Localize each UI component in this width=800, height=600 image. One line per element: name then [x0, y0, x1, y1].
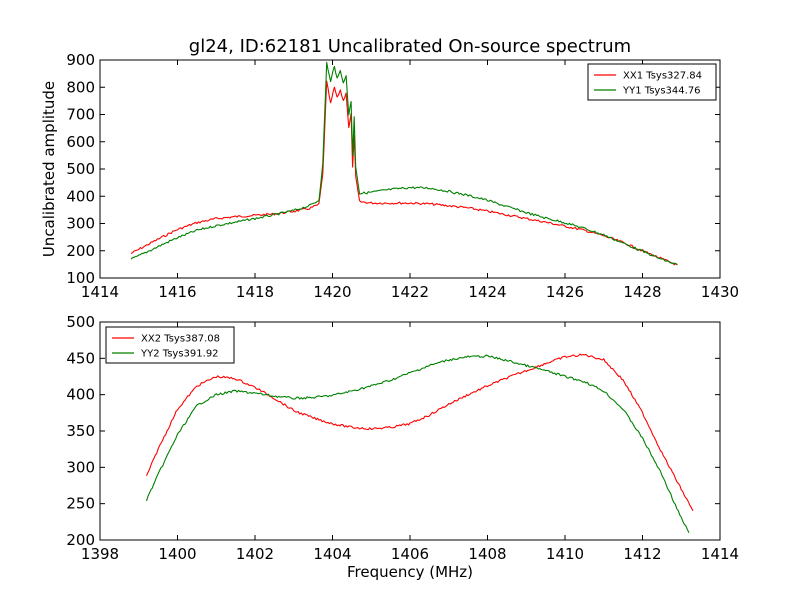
x-tick-label: 1410	[546, 545, 584, 563]
legend-box	[105, 326, 235, 364]
x-tick-label: 1414	[701, 545, 739, 563]
x-tick-label: 1422	[391, 283, 429, 301]
x-axis-label: Frequency (MHz)	[347, 563, 473, 581]
x-tick-label: 1400	[158, 545, 196, 563]
y-tick-label: 800	[66, 78, 95, 96]
y-tick-label: 200	[66, 242, 95, 260]
x-tick-label: 1426	[546, 283, 584, 301]
x-tick-label: 1404	[313, 545, 351, 563]
legend-box	[587, 63, 717, 101]
y-tick-label: 500	[66, 313, 95, 331]
bottom-spectrum-panel: 1398 1400 1402 1404 1406 1408 1410 1412 1414 200 2…	[66, 313, 739, 581]
legend-entry: YY2 Tsys391.92	[140, 349, 219, 360]
x-tick-label: 1418	[236, 283, 274, 301]
legend-entry: XX2 Tsys387.08	[141, 334, 220, 345]
legend-entry: YY1 Tsys344.76	[622, 86, 701, 97]
x-tick-label: 1406	[391, 545, 429, 563]
series-line-1	[145, 353, 694, 512]
top-spectrum-panel: 1414 1416 1418 1420 1422 1424 1426 1428 1430 100 2…	[40, 51, 739, 301]
x-tick-label: 1408	[468, 545, 506, 563]
x-tick-label: 1430	[701, 283, 739, 301]
series-line-2	[145, 354, 690, 533]
x-tick-label: 1412	[623, 545, 661, 563]
y-tick-label: 250	[66, 495, 95, 513]
series-line-2	[130, 61, 678, 266]
x-tick-label: 1420	[313, 283, 351, 301]
y-tick-label: 400	[66, 187, 95, 205]
y-tick-label: 900	[66, 51, 95, 69]
legend: XX2 Tsys387.08 YY2 Tsys391.92	[105, 326, 235, 364]
legend: XX1 Tsys327.84 YY1 Tsys344.76	[587, 63, 717, 101]
x-tick-label: 1416	[158, 283, 196, 301]
y-tick-label: 350	[66, 422, 95, 440]
x-tick-label: 1402	[236, 545, 274, 563]
series-line-1	[130, 80, 678, 266]
x-tick-label: 1424	[468, 283, 506, 301]
y-tick-label: 300	[66, 458, 95, 476]
y-tick-label: 600	[66, 133, 95, 151]
legend-entry: XX1 Tsys327.84	[623, 71, 702, 82]
y-tick-label: 450	[66, 349, 95, 367]
y-tick-label: 100	[66, 269, 95, 287]
y-tick-label: 300	[66, 215, 95, 233]
y-tick-label: 400	[66, 386, 95, 404]
y-tick-label: 200	[66, 531, 95, 549]
x-tick-label: 1398	[81, 545, 119, 563]
y-axis-label: Uncalibrated amplitude	[40, 81, 58, 257]
figure-title: gl24, ID:62181 Uncalibrated On-source sp…	[189, 36, 631, 57]
x-tick-label: 1414	[81, 283, 119, 301]
y-tick-label: 700	[66, 106, 95, 124]
y-tick-label: 500	[66, 160, 95, 178]
x-tick-label: 1428	[623, 283, 661, 301]
